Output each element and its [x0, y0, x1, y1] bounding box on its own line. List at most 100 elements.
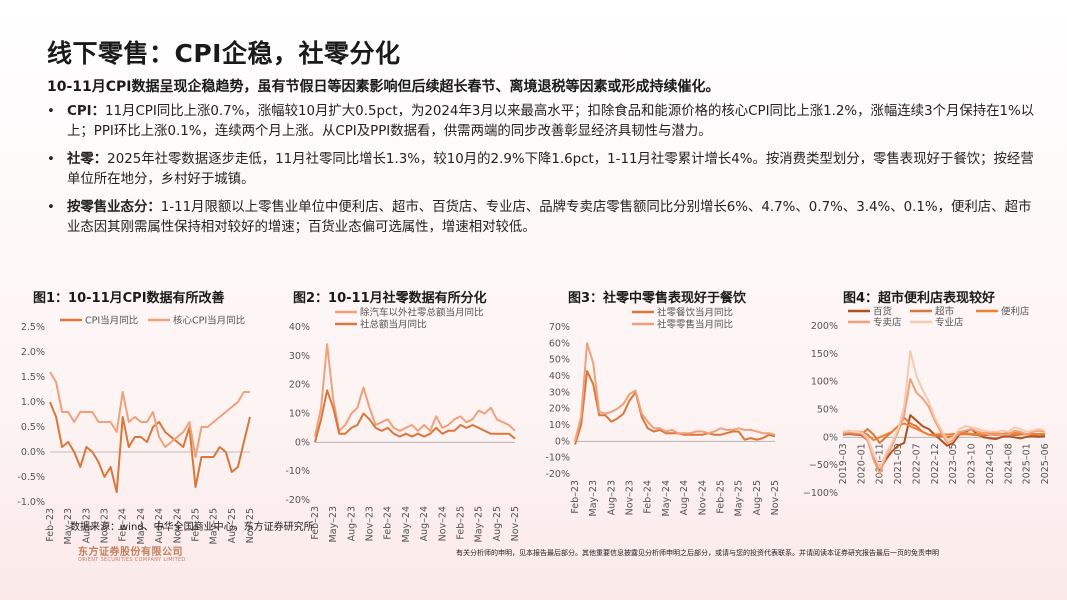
y-tick-label: 60%: [549, 338, 570, 349]
y-tick-label: -10%: [545, 453, 570, 464]
legend-label: 社零餐饮当月同比: [657, 307, 733, 319]
bullet-dot: •: [47, 200, 55, 215]
legend-label: 除汽车以外社零总额当月同比: [360, 307, 484, 319]
chart-retail-sales: -20% -10% 0% 10% 20% 30% 40% Feb–23 May–23 Aug–23…: [285, 307, 521, 543]
y-tick-label: 20%: [289, 380, 310, 391]
bullet-retail: • 社零：2025年社零数据逐步走低，11月社零同比增长1.3%，较10月的2.…: [47, 150, 1037, 190]
legend-label: 社零零售当月同比: [657, 319, 733, 331]
x-tick-label: 2023–10: [967, 443, 978, 484]
bullet-lead: 按零售业态分：: [67, 200, 161, 215]
x-tick-label: Feb–24: [643, 480, 654, 514]
y-tick-label: 40%: [289, 322, 310, 333]
bullet-dot: •: [47, 152, 55, 167]
x-tick-label: Feb–24: [383, 506, 394, 540]
legend-label: 专卖店: [873, 317, 902, 329]
bullet-lead: CPI：: [67, 104, 106, 119]
y-tick-label: 40%: [549, 371, 570, 382]
series-line-2: [314, 389, 516, 443]
series-line-4: [842, 377, 1046, 475]
y-tick-label: -10%: [285, 466, 310, 477]
x-tick-label: 2025–01: [1022, 443, 1033, 484]
x-tick-label: 2021–09: [893, 443, 904, 484]
bullet-text: 11月CPI同比上涨0.7%，涨幅较10月扩大0.5pct，为2024年3月以来…: [67, 104, 1035, 139]
x-tick-label: 2022–12: [930, 443, 941, 484]
series-line-1: [314, 343, 516, 437]
company-logo-en: ORIENT SECURITIES COMPANY LIMITED: [78, 557, 186, 563]
y-tick-label: 20%: [549, 404, 570, 415]
y-tick-label: 1.5%: [21, 372, 45, 383]
bullet-text: 2025年社零数据逐步走低，11月社零同比增长1.3%，较10月的2.9%下降1…: [67, 152, 1034, 187]
chart3-title: 图3：社零中零售表现好于餐饮: [568, 291, 747, 306]
y-tick-label: 100%: [811, 377, 838, 388]
x-tick-label: Nov–24: [172, 508, 183, 543]
chart-cpi: -1.0% -0.5% 0.0% 0.5% 1.0% 1.5% 2.0% 2.5% Feb–23…: [17, 315, 256, 545]
series-line-1: [49, 401, 251, 493]
chart1-title: 图1：10-11月CPI数据有所改善: [33, 291, 225, 306]
bullet-dot: •: [47, 104, 55, 119]
x-tick-label: Aug–23: [81, 508, 92, 543]
x-tick-label: Aug–24: [154, 508, 165, 543]
y-tick-label: 2.0%: [21, 347, 45, 358]
x-tick-label: May–24: [661, 480, 672, 516]
y-tick-label: 0%: [555, 436, 570, 447]
bullet-list: • CPI：11月CPI同比上涨0.7%，涨幅较10月扩大0.5pct，为202…: [47, 102, 1037, 246]
legend-label: 核心CPI当月同比: [173, 315, 245, 327]
y-tick-label: 30%: [289, 351, 310, 362]
bullet-lead: 社零：: [67, 152, 108, 167]
series-line-2: [49, 371, 250, 458]
x-tick-label: Aug–24: [679, 480, 690, 515]
y-tick-label: 0%: [823, 432, 838, 443]
x-tick-label: May–25: [734, 480, 745, 516]
legend-label: CPI当月同比: [85, 315, 138, 327]
y-tick-label: 1.0%: [21, 397, 45, 408]
x-tick-label: 2019–03: [838, 443, 849, 484]
chart-retail-vs-catering: -20% -10% 0% 10% 20% 30% 40% 50% 60% 70% Feb–23 May…: [545, 307, 781, 517]
x-tick-label: 2020–01: [856, 443, 867, 484]
company-logo: 东方证券股份有限公司: [78, 547, 183, 558]
x-tick-label: Feb–25: [715, 480, 726, 514]
x-tick-label: Feb–25: [190, 508, 201, 542]
chart2-title: 图2：10-11月社零数据有所分化: [293, 291, 487, 306]
y-tick-label: 150%: [811, 349, 838, 360]
y-tick-label: −50%: [809, 460, 838, 471]
y-tick-label: -20%: [285, 495, 310, 506]
y-tick-label: -20%: [545, 469, 570, 480]
x-tick-label: May–24: [401, 506, 412, 542]
x-tick-label: May–23: [328, 506, 339, 542]
x-tick-label: May–25: [474, 506, 485, 542]
y-tick-label: 50%: [817, 405, 838, 416]
x-tick-label: Nov–25: [245, 508, 256, 543]
legend-label: 专业店: [935, 317, 964, 329]
y-tick-label: −100%: [803, 488, 838, 499]
x-tick-label: Aug–25: [752, 480, 763, 515]
series-line-1: [574, 370, 776, 445]
bullet-text: 1-11月限额以上零售业单位中便利店、超市、百货店、专业店、品牌专卖店零售额同比…: [67, 200, 1032, 235]
page-title: 线下零售：CPI企稳，社零分化: [47, 39, 401, 68]
y-tick-label: 10%: [549, 420, 570, 431]
y-tick-label: 200%: [811, 321, 838, 332]
chart4-title: 图4：超市便利店表现较好: [843, 291, 996, 306]
data-source: 数据来源：wind、中华全国商业中心，东方证券研究所: [70, 522, 314, 533]
x-tick-label: May–23: [588, 480, 599, 516]
x-tick-label: Nov–23: [365, 506, 376, 541]
series-line-2: [574, 342, 776, 442]
series-line-1: [842, 414, 1046, 472]
series-line-5: [842, 350, 1046, 469]
x-tick-label: Nov–24: [437, 506, 448, 541]
y-tick-label: 70%: [549, 322, 570, 333]
chart-store-formats: −100% −50% 0% 50% 100% 150% 200% 2019–03 2020–01…: [803, 306, 1051, 500]
x-tick-label: May–25: [209, 508, 220, 544]
y-tick-label: 30%: [549, 387, 570, 398]
x-tick-label: 2024–03: [985, 443, 996, 484]
x-tick-label: Feb–23: [310, 506, 321, 540]
x-tick-label: 2024–08: [1003, 443, 1014, 484]
legend-label: 便利店: [1001, 306, 1030, 318]
y-tick-label: 2.5%: [21, 322, 45, 333]
x-tick-label: Aug–23: [606, 480, 617, 515]
x-tick-label: Aug–23: [346, 506, 357, 541]
x-tick-label: 2025–06: [1040, 443, 1051, 484]
x-tick-label: Nov–23: [625, 480, 636, 515]
x-tick-label: Feb–25: [455, 506, 466, 540]
legend-label: 超市: [935, 306, 955, 318]
x-tick-label: Feb–24: [118, 508, 129, 542]
